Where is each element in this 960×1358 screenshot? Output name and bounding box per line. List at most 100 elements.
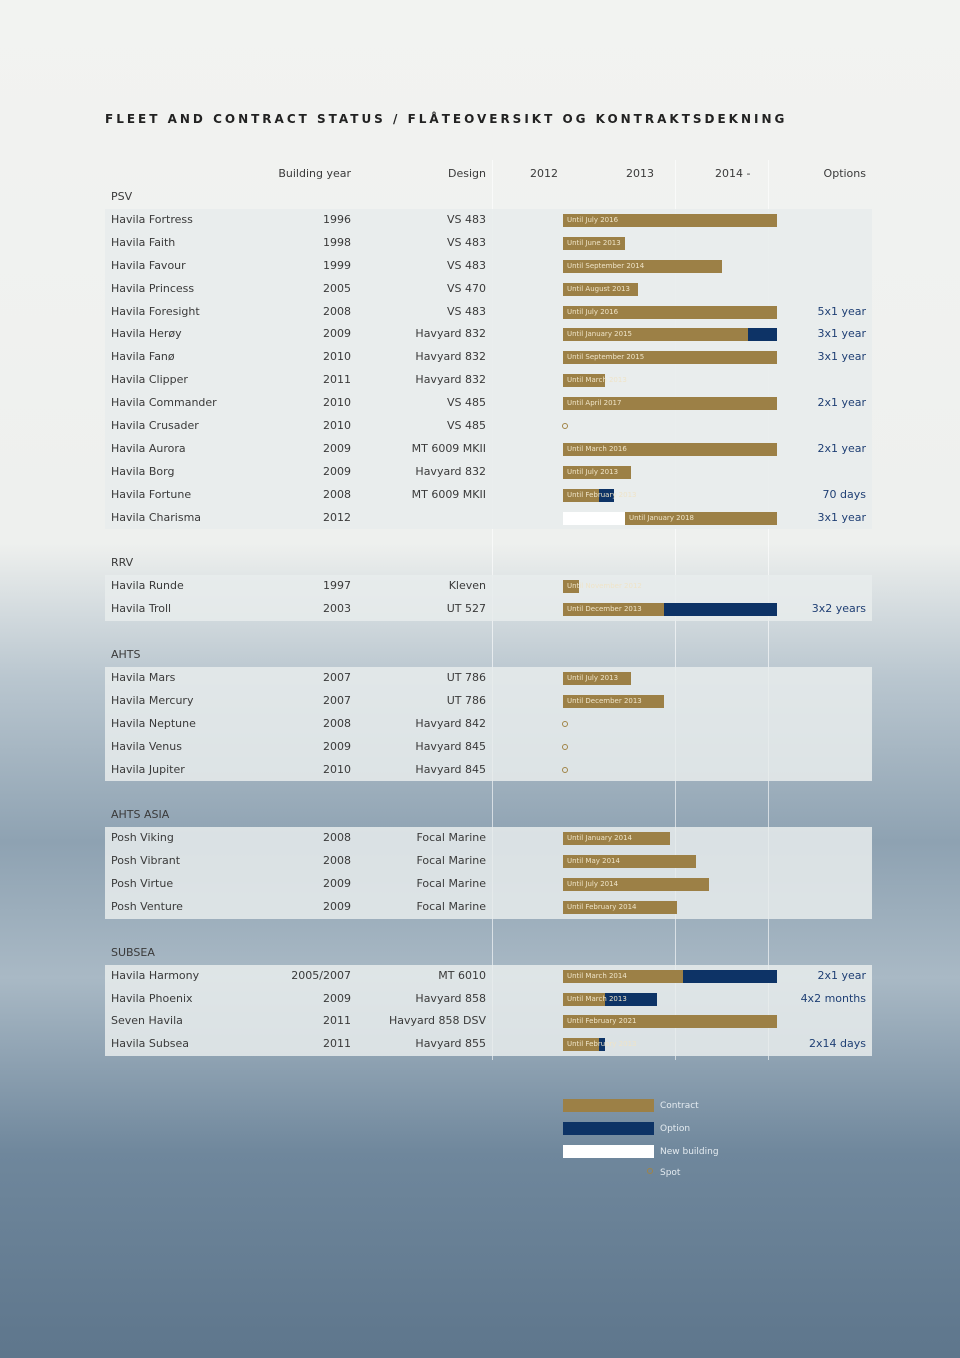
vessel-name: Havila Princess	[111, 281, 195, 295]
options: 3x1 year	[817, 510, 866, 524]
building-year: 2008	[323, 304, 351, 318]
design: VS 483	[447, 304, 486, 318]
building-year: 2008	[323, 487, 351, 501]
contract-label: Until April 2017	[567, 399, 622, 408]
contract-bar	[563, 236, 625, 250]
contract-bar	[563, 671, 631, 685]
section-title: SUBSEA	[111, 945, 155, 959]
contract-label: Until July 2014	[567, 880, 619, 888]
options: 2x14 days	[809, 1037, 866, 1051]
row-band	[105, 827, 872, 919]
contract-bar	[563, 305, 777, 319]
building-year: 2010	[323, 419, 351, 432]
option-bar	[598, 488, 614, 502]
design: Havyard 858	[415, 991, 486, 1005]
vessel-name: Havila Harmony	[111, 968, 200, 982]
design: UT 786	[446, 693, 486, 707]
building-year: 2010	[323, 762, 351, 776]
legend-swatch	[563, 1099, 654, 1112]
contract-bar	[563, 580, 579, 594]
contract-label: Until August 2013	[567, 284, 630, 293]
spot-marker	[562, 720, 568, 727]
design: Focal Marine	[416, 831, 486, 845]
contract-label: Until January 2014	[567, 834, 632, 843]
contract-bar	[563, 900, 677, 914]
design: Havyard 832	[415, 464, 486, 478]
design: MT 6010	[438, 968, 486, 982]
option-bar	[748, 328, 777, 342]
contract-bar	[563, 969, 683, 983]
vessel-name: Havila Fortune	[111, 487, 192, 501]
spot-marker	[562, 743, 568, 750]
option-bar	[663, 603, 777, 617]
vessel-name: Havila Mars	[111, 670, 176, 684]
contract-label: Until March 2013	[567, 376, 627, 385]
design: Havyard 832	[415, 350, 486, 364]
building-year: 2005/2007	[291, 968, 351, 982]
building-year: 1999	[323, 258, 351, 272]
building-year: 2007	[323, 670, 351, 684]
option-bar	[598, 1038, 605, 1052]
design: Havyard 832	[415, 327, 486, 341]
contract-bar	[625, 511, 777, 525]
building-year: 2009	[323, 877, 351, 890]
contract-bar	[563, 442, 777, 456]
legend-label: New building	[660, 1147, 719, 1157]
building-year: 2009	[323, 464, 351, 478]
option-bar	[605, 992, 657, 1006]
design: Focal Marine	[416, 899, 486, 913]
contract-bar	[563, 1015, 777, 1029]
contract-label: Until January 2015	[567, 330, 632, 339]
contract-label: Until February 2021	[567, 1017, 637, 1026]
contract-bar	[563, 992, 605, 1006]
building-year: 1998	[323, 235, 351, 249]
contract-bar	[563, 328, 748, 342]
row-band	[105, 208, 872, 530]
building-year: 1996	[323, 212, 351, 226]
legend-swatch	[563, 1122, 654, 1135]
building-year: 2007	[323, 693, 351, 707]
vessel-name: Havila Favour	[111, 258, 186, 272]
design: Havyard 832	[415, 373, 486, 387]
contract-label: Until May 2014	[567, 857, 620, 866]
design: Havyard 845	[415, 762, 486, 776]
vessel-name: Havila Neptune	[111, 716, 196, 730]
section-title: PSV	[111, 190, 133, 203]
contract-label: Until March 2013	[567, 994, 627, 1003]
contract-bar	[563, 259, 722, 273]
contract-label: Until February 2013	[567, 490, 637, 499]
design: Focal Marine	[416, 854, 486, 868]
design: VS 485	[447, 419, 486, 432]
contract-bar	[563, 397, 777, 411]
row-band	[105, 666, 872, 782]
legend-label: Option	[660, 1124, 691, 1134]
vessel-name: Havila Borg	[111, 464, 175, 478]
options: 70 days	[822, 487, 866, 501]
contract-bar	[563, 603, 664, 617]
building-year: 2005	[323, 281, 351, 295]
building-year: 2010	[323, 350, 351, 364]
vessel-name: Havila Crusader	[111, 419, 199, 432]
contract-bar	[563, 1038, 599, 1052]
options: 2x1 year	[817, 968, 866, 982]
option-bar	[683, 969, 777, 983]
options: 2x1 year	[817, 396, 866, 410]
spot-marker	[562, 423, 568, 429]
contract-label: Until September 2014	[567, 261, 645, 270]
vessel-name: Posh Viking	[111, 831, 174, 845]
contract-bar	[563, 694, 664, 708]
section-title: RRV	[111, 556, 134, 570]
vessel-name: Havila Charisma	[111, 510, 202, 524]
vessel-name: Havila Troll	[111, 602, 172, 616]
contract-label: Until December 2013	[567, 605, 642, 614]
header: 2012	[530, 167, 558, 180]
contract-label: Until July 2013	[567, 673, 619, 682]
building-year: 2003	[323, 602, 351, 616]
contract-label: Until November 2012	[567, 582, 642, 591]
header: Design	[448, 167, 486, 180]
design: Focal Marine	[416, 877, 486, 890]
building-year: 2008	[323, 831, 351, 845]
contract-label: Until March 2016	[567, 444, 627, 453]
vessel-name: Havila Herøy	[111, 327, 182, 341]
